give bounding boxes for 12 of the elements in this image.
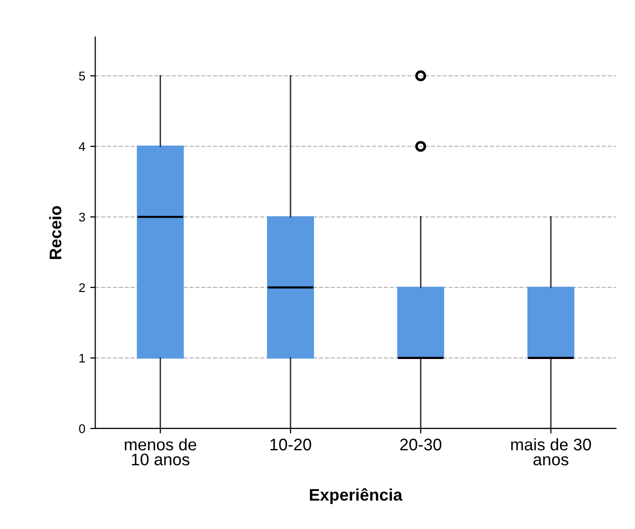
y-tick-label: 2 [79,283,85,292]
y-tick-label: 3 [79,212,85,222]
x-tick-label: 10-20 [270,438,312,450]
x-axis-title: Experiência [310,488,402,504]
y-tick-label: 5 [79,72,86,80]
y-tick-label: 1 [80,354,85,362]
x-tick-label: 20-30 [400,438,442,450]
y-tick-label: 4 [78,142,86,151]
x-tick-label: mais de 30 anos [511,438,591,466]
y-axis-title: Receio [49,206,62,259]
y-tick-label: 0 [79,424,86,434]
x-tick-label: menos de 10 anos [124,438,196,466]
